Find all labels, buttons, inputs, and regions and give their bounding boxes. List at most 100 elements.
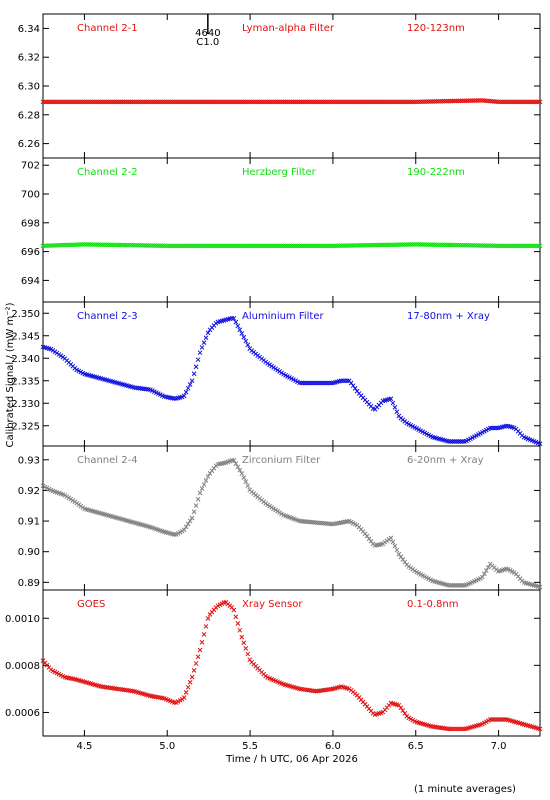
panel-5: 0.0006 0.0008 0.0010 GOES Xray Sensor 0.1-0.8… bbox=[5, 589, 543, 737]
data-point bbox=[191, 509, 197, 515]
data-point bbox=[189, 378, 195, 384]
panel-frame bbox=[42, 301, 541, 447]
data-point bbox=[237, 327, 243, 333]
y-tick-label: 6.32 bbox=[18, 53, 40, 64]
data-point bbox=[392, 543, 398, 549]
filter-label: Xray Sensor bbox=[242, 599, 303, 610]
y-tick-label: 700 bbox=[21, 190, 40, 201]
data-point bbox=[537, 726, 543, 732]
wavelength-label: 120-123nm bbox=[407, 23, 465, 34]
series-points bbox=[40, 315, 543, 447]
data-point bbox=[183, 690, 189, 695]
x-tick-label: 6.5 bbox=[408, 741, 424, 752]
data-point bbox=[201, 340, 207, 345]
filter-label: Zirconium Filter bbox=[242, 455, 321, 466]
data-point bbox=[233, 319, 239, 325]
data-point bbox=[396, 551, 402, 557]
data-point bbox=[245, 483, 251, 489]
data-point bbox=[537, 99, 543, 105]
data-point bbox=[481, 571, 487, 577]
data-point bbox=[235, 464, 241, 470]
data-point bbox=[185, 385, 191, 391]
channel-label: Channel 2-1 bbox=[77, 23, 138, 34]
y-tick-label: 6.26 bbox=[18, 139, 40, 150]
data-point bbox=[241, 475, 247, 480]
data-point bbox=[390, 400, 396, 406]
data-point bbox=[191, 371, 197, 377]
data-point bbox=[231, 457, 237, 463]
data-point bbox=[390, 539, 396, 545]
data-point bbox=[243, 338, 249, 344]
y-tick-label: 2.325 bbox=[11, 421, 40, 432]
data-point bbox=[241, 334, 247, 340]
y-tick-label: 2.345 bbox=[11, 331, 40, 342]
x-tick-label: 7.0 bbox=[491, 741, 507, 752]
data-point bbox=[199, 345, 205, 350]
data-point bbox=[388, 396, 394, 402]
y-tick-label: 6.34 bbox=[18, 24, 40, 35]
data-point bbox=[394, 547, 400, 553]
flare-marker-label: 4640 bbox=[195, 28, 220, 39]
data-point bbox=[388, 535, 394, 541]
data-point bbox=[205, 616, 211, 621]
y-tick-label: 2.335 bbox=[11, 376, 40, 387]
data-point bbox=[479, 574, 485, 580]
panel-1: 6.26 6.28 6.30 6.32 6.34 Channel 2-1 Lyman-alp… bbox=[18, 13, 543, 159]
data-point bbox=[241, 640, 247, 646]
data-point bbox=[195, 357, 201, 363]
channel-label: Channel 2-4 bbox=[77, 455, 138, 466]
data-point bbox=[203, 478, 209, 483]
series-points bbox=[40, 242, 543, 249]
data-point bbox=[199, 486, 205, 491]
data-point bbox=[191, 667, 197, 673]
data-point bbox=[203, 335, 209, 341]
data-point bbox=[239, 471, 245, 476]
data-point bbox=[205, 474, 211, 479]
wavelength-label: 190-222nm bbox=[407, 167, 465, 178]
x-tick-label: 5.5 bbox=[242, 741, 258, 752]
data-point bbox=[185, 521, 191, 527]
data-point bbox=[205, 330, 211, 336]
data-point bbox=[201, 632, 207, 637]
data-point bbox=[245, 651, 251, 657]
filter-label: Herzberg Filter bbox=[242, 167, 317, 178]
data-point bbox=[187, 679, 193, 685]
y-tick-label: 0.93 bbox=[18, 455, 40, 466]
data-point bbox=[193, 503, 199, 508]
data-point bbox=[400, 708, 406, 713]
y-tick-label: 0.89 bbox=[18, 578, 40, 589]
data-point bbox=[203, 624, 209, 629]
wavelength-label: 17-80nm + Xray bbox=[407, 311, 490, 322]
x-tick-label: 4.5 bbox=[76, 741, 92, 752]
data-point bbox=[193, 661, 199, 666]
data-point bbox=[201, 482, 207, 487]
y-tick-label: 2.330 bbox=[11, 399, 40, 410]
y-tick-label: 702 bbox=[21, 161, 40, 172]
data-point bbox=[398, 705, 404, 711]
filter-label: Aluminium Filter bbox=[242, 311, 325, 322]
data-point bbox=[193, 364, 199, 370]
channel-label: Channel 2-3 bbox=[77, 311, 138, 322]
data-point bbox=[181, 695, 187, 700]
data-point bbox=[189, 515, 195, 521]
x-tick-label: 5.0 bbox=[159, 741, 175, 752]
y-tick-label: 0.0006 bbox=[5, 708, 40, 719]
data-point bbox=[233, 614, 239, 620]
data-point bbox=[231, 316, 237, 321]
data-point bbox=[185, 684, 191, 690]
x-axis-label: Time / h UTC, 06 Apr 2026 bbox=[225, 754, 358, 765]
series-points bbox=[40, 98, 543, 105]
y-tick-label: 698 bbox=[21, 218, 40, 229]
series-points bbox=[40, 599, 543, 732]
data-point bbox=[392, 405, 398, 410]
data-point bbox=[187, 382, 193, 387]
data-point bbox=[537, 243, 543, 249]
y-tick-label: 6.30 bbox=[18, 82, 40, 93]
y-axis-label: Calibrated Signal / (mW m⁻²) bbox=[5, 302, 16, 447]
y-tick-label: 2.350 bbox=[11, 309, 40, 320]
data-point bbox=[537, 441, 543, 447]
data-point bbox=[235, 323, 241, 329]
panel-frame bbox=[42, 589, 541, 737]
data-point bbox=[197, 490, 203, 496]
flare-class-label: C1.0 bbox=[196, 37, 219, 48]
